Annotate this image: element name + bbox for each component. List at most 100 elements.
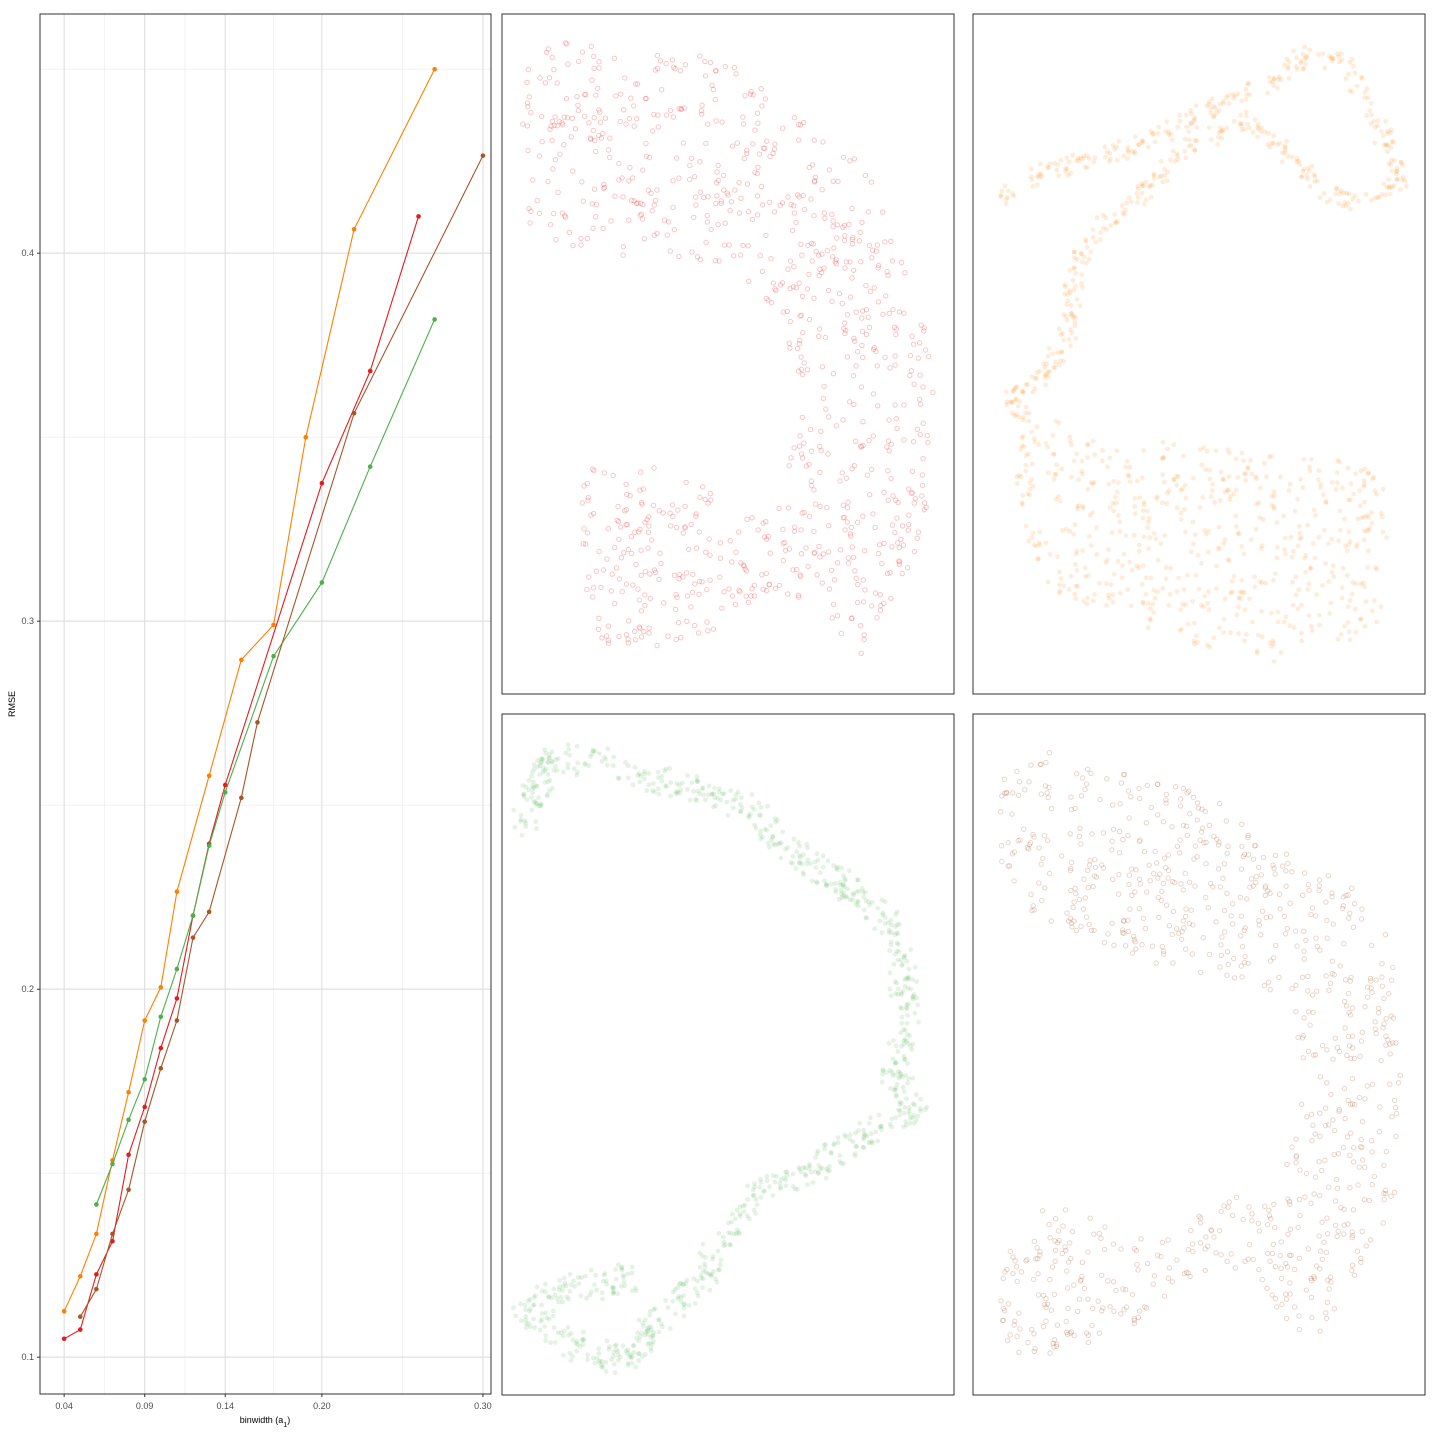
scatter-point xyxy=(1258,129,1264,135)
scatter-point xyxy=(837,1153,843,1158)
scatter-point xyxy=(571,1278,576,1284)
scatter-point xyxy=(771,209,778,215)
scatter-point xyxy=(1199,825,1206,831)
scatter-point xyxy=(1299,974,1306,980)
scatter-point xyxy=(1348,206,1353,212)
scatter-point xyxy=(1221,1203,1227,1209)
scatter-point xyxy=(771,146,778,152)
scatter-point xyxy=(817,443,823,450)
scatter-point xyxy=(1239,843,1245,850)
scatter-point xyxy=(744,516,750,522)
line-chart-axes: 0.04 0.09 0.14 0.20 0.300.10.20.30.4 xyxy=(21,248,491,1411)
scatter-point xyxy=(1276,74,1282,80)
scatter-point xyxy=(1225,961,1231,968)
scatter-point xyxy=(752,822,757,828)
scatter-point xyxy=(888,238,894,245)
scatter-point xyxy=(1129,866,1135,872)
scatter-point xyxy=(1068,806,1075,813)
scatter-point xyxy=(714,193,720,199)
scatter-point xyxy=(1233,456,1239,462)
scatter-point xyxy=(1123,1287,1129,1293)
scatter-point xyxy=(1362,95,1368,101)
scatter-point xyxy=(1348,539,1353,544)
scatter-point xyxy=(895,931,901,937)
scatter-point xyxy=(1344,573,1350,578)
data-point xyxy=(174,1018,180,1023)
scatter-point xyxy=(1155,557,1161,563)
scatter-point xyxy=(861,636,867,643)
scatter-point xyxy=(1038,791,1045,797)
scatter-point xyxy=(834,865,839,871)
scatter-point xyxy=(880,1067,886,1073)
scatter-point xyxy=(1089,1322,1095,1329)
scatter-point xyxy=(545,1294,551,1299)
scatter-point xyxy=(1180,486,1185,491)
scatter-point xyxy=(772,286,778,292)
scatter-point xyxy=(1245,465,1251,470)
scatter-point xyxy=(911,1120,917,1126)
scatter-point xyxy=(825,858,831,864)
scatter-point xyxy=(870,247,876,253)
scatter-point xyxy=(625,1347,631,1353)
scatter-point xyxy=(598,135,605,141)
scatter-point xyxy=(1169,824,1175,830)
scatter-point xyxy=(615,1349,621,1355)
scatter-point xyxy=(672,1311,678,1317)
scatter-point xyxy=(625,1360,631,1366)
scatter-point xyxy=(1293,574,1299,580)
scatter-point xyxy=(1066,918,1072,924)
scatter-point xyxy=(841,893,846,899)
scatter-point xyxy=(663,60,669,67)
scatter-point xyxy=(1154,860,1160,866)
scatter-point xyxy=(823,1175,829,1181)
scatter-point xyxy=(1339,585,1345,591)
scatter-point xyxy=(815,1148,821,1154)
scatter-point xyxy=(692,1301,698,1306)
scatter-point xyxy=(1093,874,1100,880)
scatter-point xyxy=(566,229,573,236)
scatter-point xyxy=(770,1193,776,1198)
scatter-point xyxy=(1238,963,1245,969)
scatter-point xyxy=(593,568,600,574)
scatter-point xyxy=(1140,601,1146,606)
scatter-point xyxy=(1111,508,1116,514)
scatter-point xyxy=(1151,871,1157,877)
scatter-point xyxy=(1030,1276,1037,1283)
scatter-point xyxy=(1329,890,1335,896)
scatter-point xyxy=(830,601,837,607)
scatter-point xyxy=(1372,488,1378,494)
scatter-point xyxy=(1222,929,1228,935)
scatter-point xyxy=(1305,586,1311,592)
scatter-point xyxy=(1334,1176,1340,1183)
scatter-point xyxy=(728,788,734,794)
scatter-point xyxy=(735,789,741,795)
scatter-point xyxy=(717,574,723,580)
scatter-point xyxy=(1301,948,1307,954)
scatter-point xyxy=(1284,1161,1290,1168)
scatter-point xyxy=(1233,487,1239,493)
scatter-point xyxy=(660,510,666,516)
scatter-point xyxy=(688,521,694,527)
scatter-point xyxy=(1090,598,1096,604)
scatter-point xyxy=(1068,865,1074,872)
scatter-point xyxy=(860,889,866,895)
scatter-point xyxy=(1346,201,1351,206)
scatter-point xyxy=(1030,184,1036,189)
scatter-point xyxy=(569,115,575,122)
scatter-point xyxy=(1309,905,1316,911)
scatter-point xyxy=(1171,442,1177,447)
scatter-point xyxy=(1378,511,1384,516)
scatter-point xyxy=(651,1307,657,1313)
scatter-point xyxy=(752,1181,757,1187)
scatter-point xyxy=(1166,603,1172,608)
scatter-point xyxy=(1390,964,1396,971)
scatter-point xyxy=(1074,548,1080,554)
scatter-point xyxy=(901,1053,907,1059)
scatter-point xyxy=(1133,511,1138,516)
scatter-point xyxy=(1073,314,1078,320)
scatter-point xyxy=(1023,404,1029,410)
scatter-point xyxy=(618,555,624,561)
scatter-point xyxy=(1346,915,1352,921)
scatter-point xyxy=(893,991,899,996)
scatter-point xyxy=(1225,557,1231,562)
